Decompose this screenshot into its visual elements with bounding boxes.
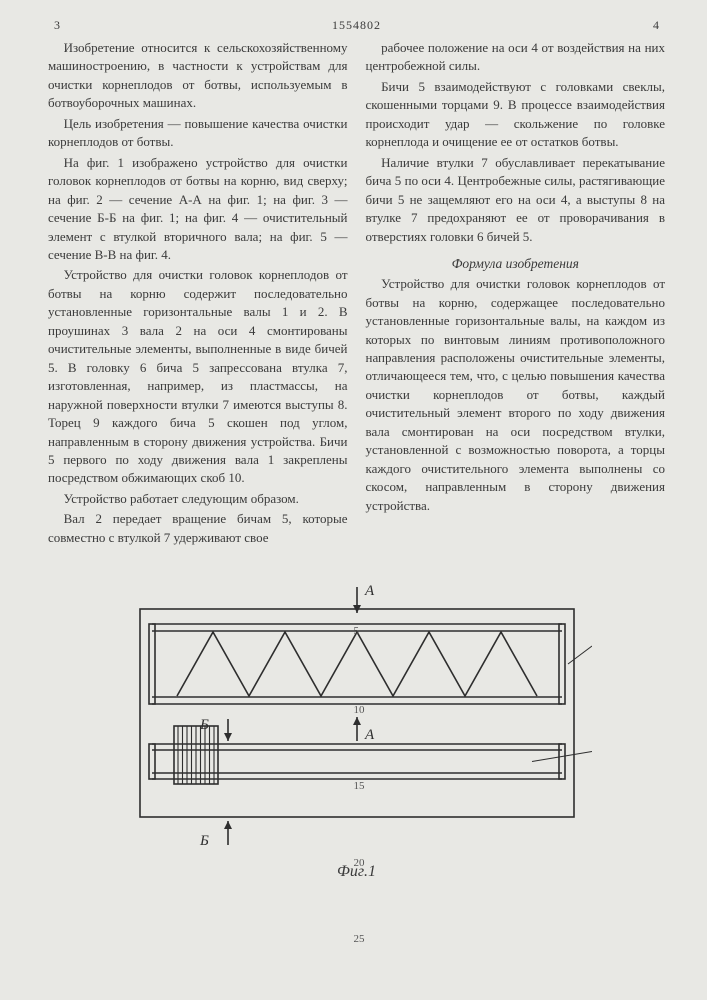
paragraph: Устройство работает следующим образом. (48, 490, 348, 508)
page-header: 3 1554802 4 (48, 18, 665, 33)
text-columns: Изобретение относится к сельскохозяйстве… (48, 39, 665, 549)
paragraph: На фиг. 1 изображено устройство для очис… (48, 154, 348, 265)
paragraph: Устройство для очистки головок корнеплод… (366, 275, 666, 515)
line-number: 20 (354, 857, 365, 869)
left-page-num: 3 (54, 18, 60, 33)
paragraph: Цель изобретения — повышение качества оч… (48, 115, 348, 152)
document-number: 1554802 (332, 18, 381, 33)
paragraph: Изобретение относится к сельскохозяйстве… (48, 39, 348, 113)
paragraph: Устройство для очистки головок корнеплод… (48, 266, 348, 487)
paragraph: Бичи 5 взаимодействуют с головками свекл… (366, 78, 666, 152)
svg-text:Б: Б (199, 717, 209, 733)
line-number: 15 (354, 780, 365, 792)
paragraph: рабочее положение на оси 4 от воздействи… (366, 39, 666, 76)
line-number: 25 (354, 933, 365, 945)
left-column: Изобретение относится к сельскохозяйстве… (48, 39, 348, 549)
paragraph: Вал 2 передает вращение бичам 5, которые… (48, 510, 348, 547)
line-number: 10 (354, 704, 365, 716)
svg-text:А: А (364, 727, 375, 743)
svg-text:Б: Б (199, 833, 209, 849)
right-page-num: 4 (653, 18, 659, 33)
line-number: 5 (354, 625, 360, 637)
paragraph: Наличие втулки 7 обуславливает перекатыв… (366, 154, 666, 246)
right-column: рабочее положение на оси 4 от воздействи… (366, 39, 666, 549)
formula-title: Формула изобретения (366, 254, 666, 273)
svg-text:А: А (364, 583, 375, 599)
